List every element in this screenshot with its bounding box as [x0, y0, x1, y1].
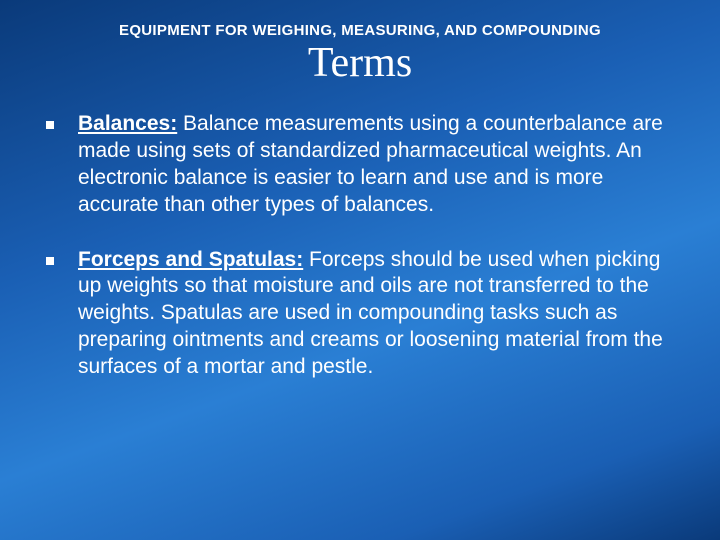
bullet-list: Balances: Balance measurements using a c… [38, 111, 682, 381]
list-item: Balances: Balance measurements using a c… [44, 111, 676, 219]
term-label: Forceps and Spatulas: [78, 248, 303, 271]
bullet-text: Balances: Balance measurements using a c… [78, 111, 676, 219]
term-label: Balances: [78, 112, 177, 135]
list-item: Forceps and Spatulas: Forceps should be … [44, 247, 676, 381]
bullet-text: Forceps and Spatulas: Forceps should be … [78, 247, 676, 381]
square-bullet-icon [46, 257, 54, 265]
slide-header: EQUIPMENT FOR WEIGHING, MEASURING, AND C… [38, 22, 682, 87]
slide: EQUIPMENT FOR WEIGHING, MEASURING, AND C… [0, 0, 720, 540]
square-bullet-icon [46, 121, 54, 129]
supertitle: EQUIPMENT FOR WEIGHING, MEASURING, AND C… [38, 22, 682, 39]
slide-title: Terms [38, 39, 682, 87]
